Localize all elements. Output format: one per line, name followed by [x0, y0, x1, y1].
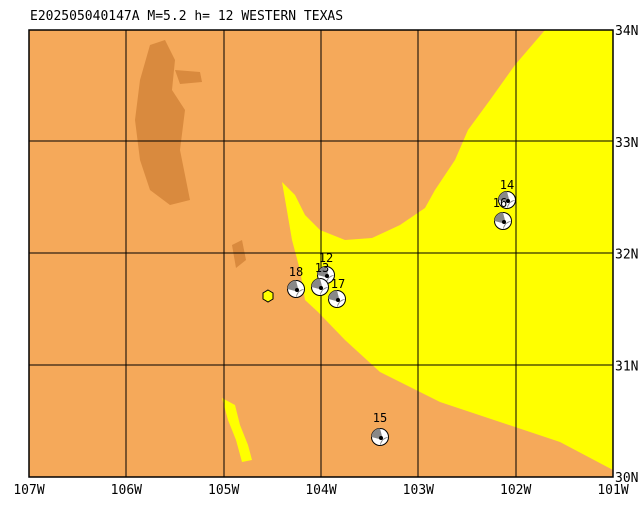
- lon-label: 106W: [111, 483, 142, 498]
- event-label: 13: [315, 261, 329, 275]
- lat-label: 34N: [615, 24, 638, 39]
- map-area: [28, 29, 614, 478]
- lon-label: 104W: [305, 483, 336, 498]
- lat-label: 30N: [615, 471, 638, 486]
- beachball-center: [325, 274, 329, 278]
- focal-mechanism: [328, 290, 346, 308]
- focal-mechanism: [498, 191, 516, 209]
- event-label: 14: [500, 178, 514, 192]
- event-label: 17: [331, 277, 345, 291]
- event-label: 12: [319, 251, 333, 265]
- beachball-quadrant: [296, 289, 305, 298]
- event-label: 18: [289, 265, 303, 279]
- lat-label: 33N: [615, 136, 638, 151]
- beachball-center: [336, 298, 340, 302]
- basin-region: [282, 30, 613, 470]
- event-label: 16: [493, 196, 507, 210]
- lon-label: 101W: [597, 483, 628, 498]
- beachball-quadrant: [380, 437, 389, 446]
- beachball-center: [379, 436, 383, 440]
- basin-region: [222, 398, 252, 462]
- lon-label: 103W: [403, 483, 434, 498]
- beachball-center: [319, 286, 323, 290]
- beachball-quadrant: [320, 287, 329, 296]
- focal-mechanism: [287, 280, 305, 298]
- focal-mechanism: [371, 428, 389, 446]
- lat-label: 31N: [615, 359, 638, 374]
- lon-label: 107W: [13, 483, 44, 498]
- beachball-quadrant: [326, 275, 335, 284]
- beachball-center: [502, 220, 506, 224]
- highland: [135, 40, 190, 205]
- highland: [175, 70, 202, 84]
- beachball-quadrant: [507, 200, 516, 209]
- map-title: E202505040147A M=5.2 h= 12 WESTERN TEXAS: [30, 9, 343, 24]
- focal-mechanism: [311, 278, 329, 296]
- frame: [28, 29, 614, 478]
- beachball-center: [506, 199, 510, 203]
- lat-label: 32N: [615, 248, 638, 263]
- beachball-quadrant: [337, 299, 346, 308]
- beachball-quadrant: [503, 221, 512, 230]
- lon-label: 102W: [500, 483, 531, 498]
- beachball-center: [295, 288, 299, 292]
- event-label: 15: [373, 411, 387, 425]
- graticule: [29, 30, 613, 477]
- highland: [232, 240, 246, 268]
- focal-mechanism: [494, 212, 512, 230]
- lon-label: 105W: [208, 483, 239, 498]
- station: [262, 289, 274, 303]
